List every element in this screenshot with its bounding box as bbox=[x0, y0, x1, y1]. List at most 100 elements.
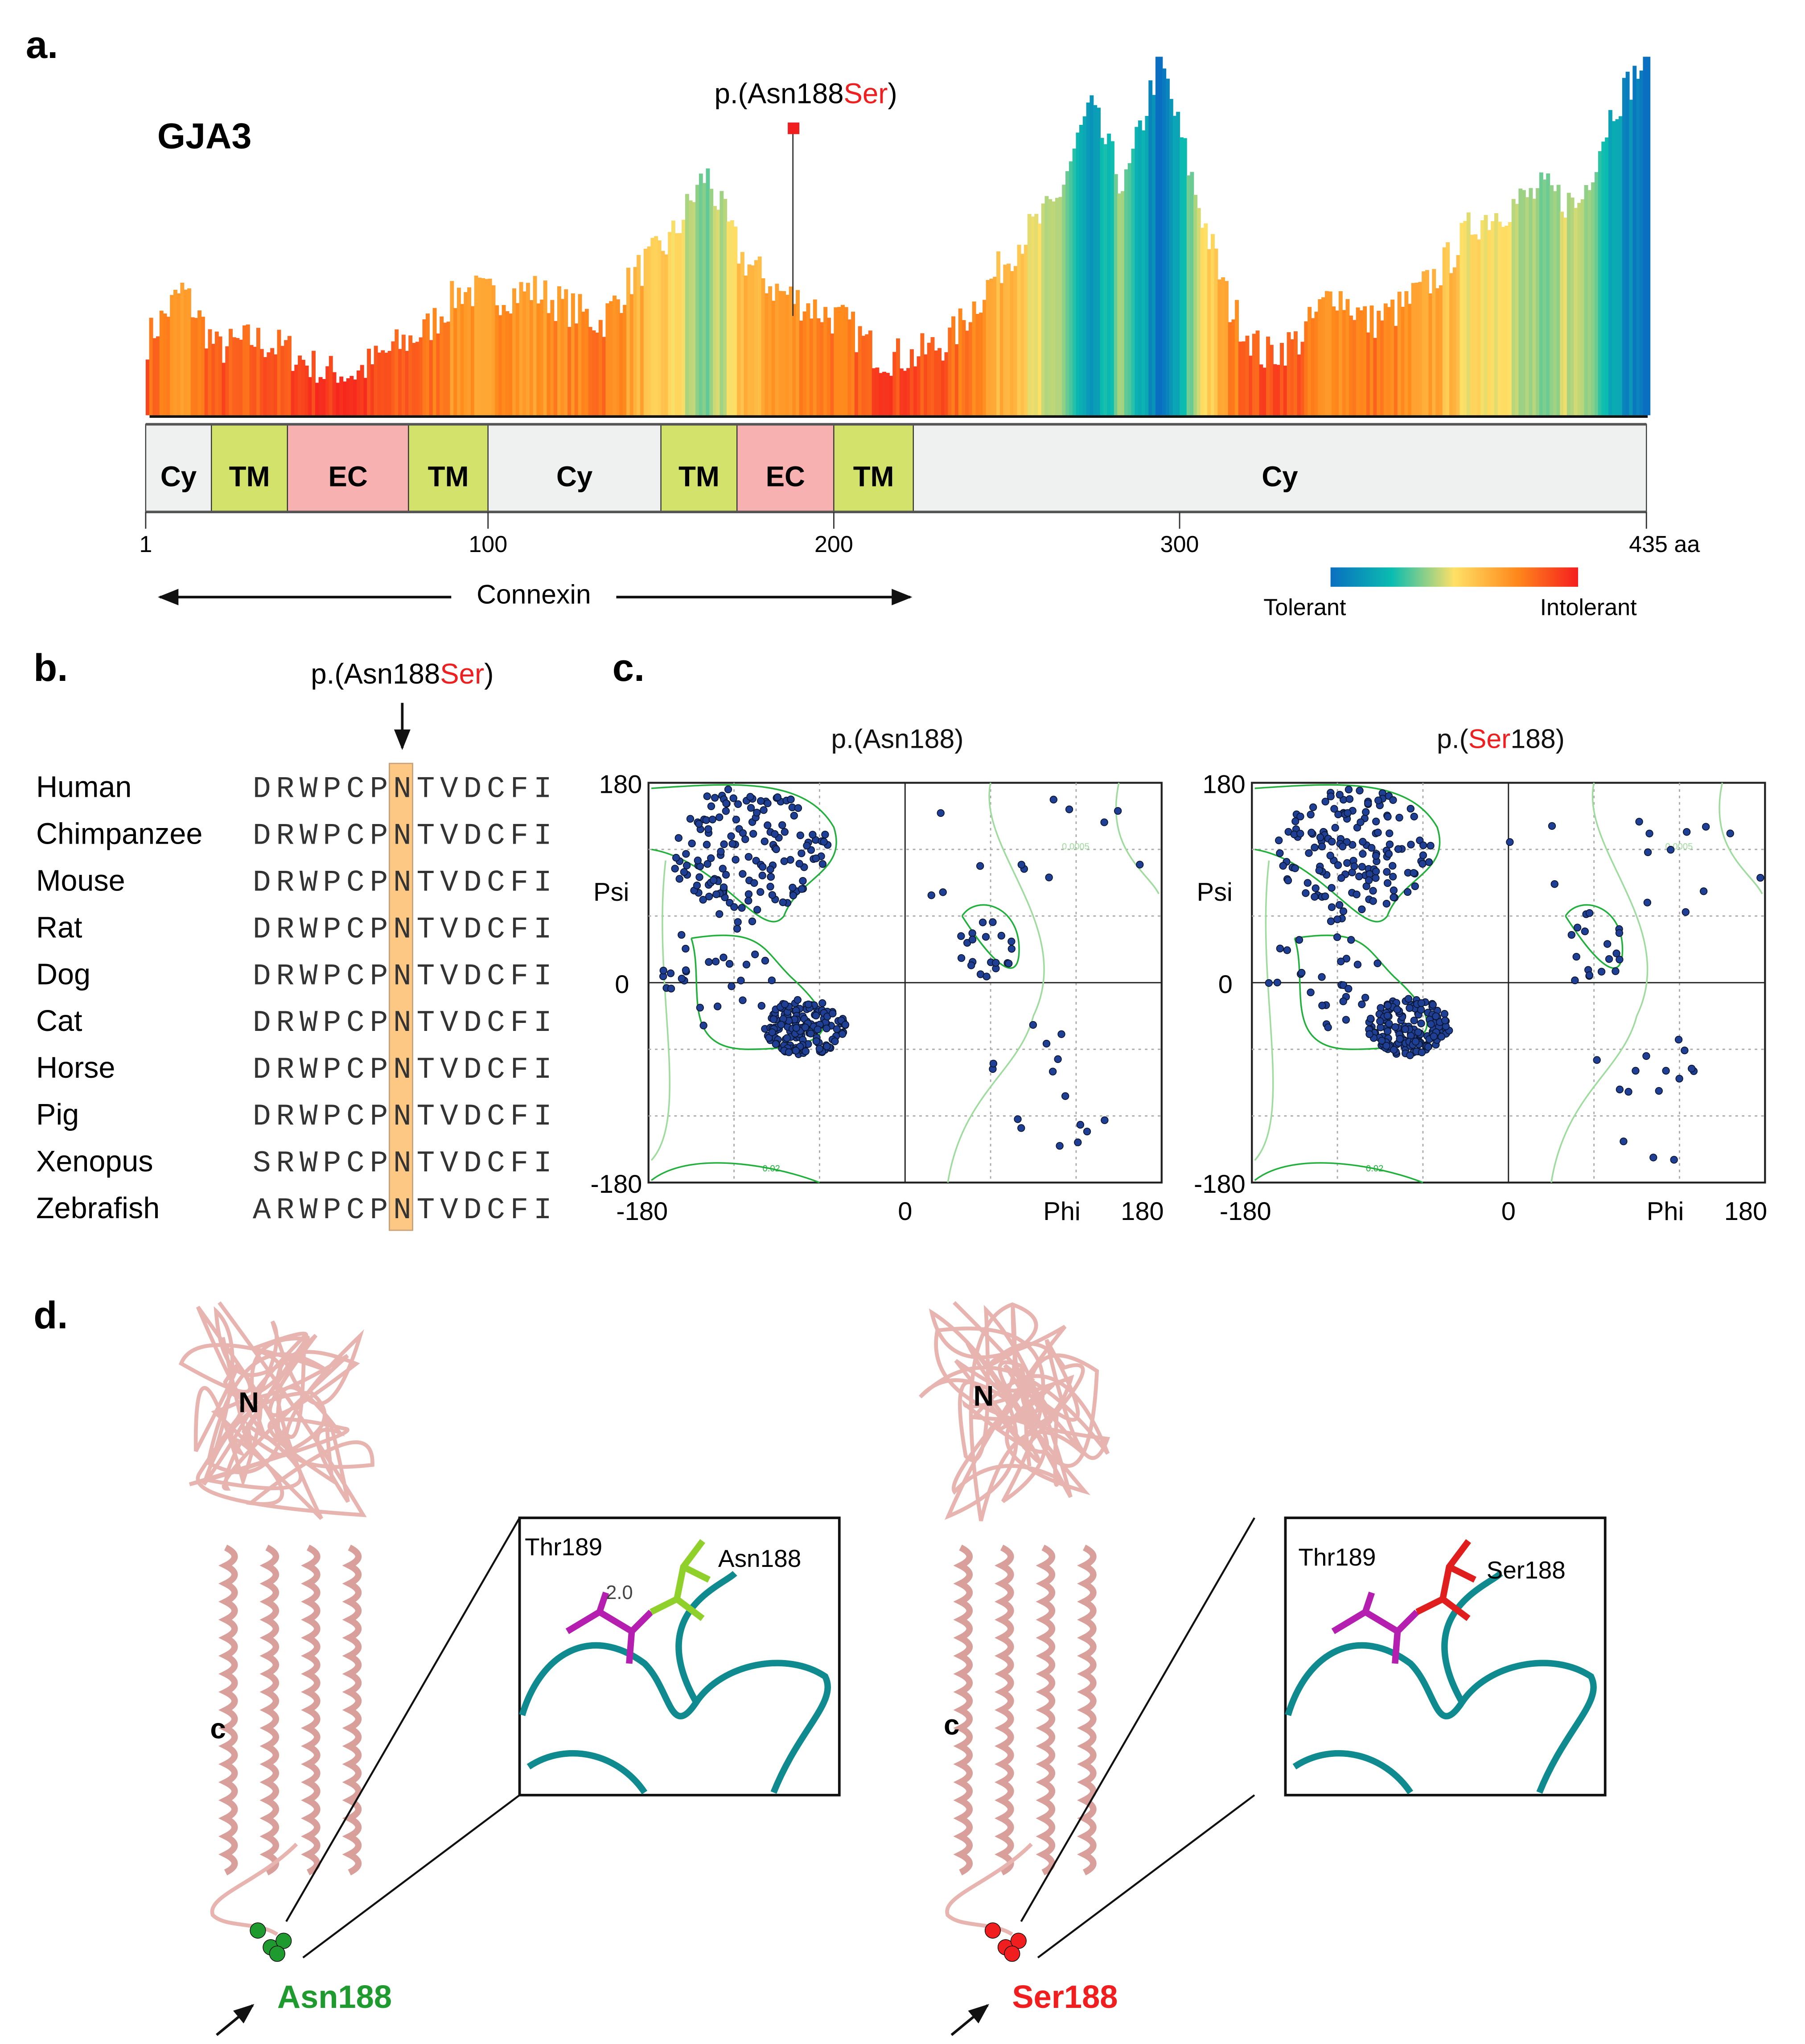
data-point bbox=[1581, 927, 1589, 935]
data-point bbox=[1337, 957, 1345, 965]
data-point bbox=[1305, 849, 1313, 857]
data-point bbox=[1616, 1085, 1624, 1094]
tolerance-bar bbox=[315, 383, 319, 416]
data-point bbox=[1054, 1055, 1062, 1063]
data-point bbox=[1296, 812, 1304, 820]
tolerance-bar bbox=[820, 322, 824, 416]
tolerance-bar bbox=[1345, 299, 1350, 416]
data-point bbox=[967, 961, 975, 969]
tolerance-bar bbox=[166, 317, 171, 416]
domain-label: TM bbox=[678, 461, 720, 492]
data-point bbox=[1418, 1048, 1426, 1056]
tolerance-bar bbox=[1615, 119, 1620, 416]
tolerance-bar bbox=[529, 300, 534, 416]
data-point bbox=[1061, 1092, 1069, 1100]
data-point bbox=[1083, 1127, 1091, 1136]
data-point bbox=[979, 918, 987, 927]
tolerance-bar bbox=[225, 346, 230, 416]
data-point bbox=[957, 932, 965, 940]
tolerance-bar bbox=[1563, 217, 1567, 416]
data-point bbox=[1276, 849, 1284, 857]
xtick-label: -180 bbox=[1220, 1197, 1271, 1226]
tolerance-bar bbox=[1632, 66, 1637, 416]
c-terminal-loop bbox=[945, 1842, 1033, 1936]
data-point bbox=[831, 1037, 839, 1046]
data-point bbox=[1571, 976, 1579, 985]
tolerance-bar bbox=[1145, 116, 1149, 416]
tolerance-bar bbox=[657, 240, 662, 416]
legend-tolerant: Tolerant bbox=[1263, 595, 1346, 621]
tolerance-bar bbox=[678, 233, 683, 416]
data-point bbox=[1427, 841, 1435, 850]
domain-ec bbox=[287, 424, 409, 513]
tolerance-bar bbox=[588, 327, 592, 416]
ytick-label: 180 bbox=[1202, 771, 1245, 799]
data-point bbox=[678, 974, 686, 983]
ser188-sticks bbox=[1415, 1539, 1476, 1621]
tolerance-bar bbox=[415, 342, 419, 416]
tolerance-bar bbox=[1266, 336, 1270, 416]
contour-line bbox=[947, 783, 1045, 1183]
data-point bbox=[741, 835, 749, 843]
domain-tm bbox=[660, 424, 738, 513]
contour-line bbox=[1550, 783, 1649, 1183]
tolerance-bar bbox=[941, 360, 945, 416]
data-point bbox=[798, 849, 806, 857]
data-point bbox=[1572, 952, 1580, 961]
data-point bbox=[1417, 1019, 1425, 1027]
data-point bbox=[1385, 1020, 1393, 1028]
data-point bbox=[711, 957, 720, 966]
tolerance-bar bbox=[920, 333, 925, 416]
tolerance-bar bbox=[650, 238, 655, 416]
data-point bbox=[789, 891, 798, 899]
data-point bbox=[839, 1030, 847, 1038]
tolerance-bar bbox=[519, 282, 523, 416]
tolerance-bar bbox=[339, 376, 344, 416]
data-point bbox=[748, 917, 757, 926]
tolerance-bar bbox=[906, 368, 911, 416]
tolerance-bar bbox=[557, 286, 561, 416]
species-name: Dog bbox=[36, 958, 90, 991]
data-point bbox=[1612, 949, 1620, 957]
tolerance-bar bbox=[1093, 105, 1098, 416]
data-point bbox=[768, 891, 776, 899]
tolerance-bar bbox=[470, 306, 475, 416]
title-part: 188) bbox=[909, 723, 964, 754]
data-point bbox=[1385, 850, 1393, 858]
data-point bbox=[1396, 1035, 1404, 1043]
data-point bbox=[737, 977, 745, 985]
tolerance-bar bbox=[1228, 322, 1232, 416]
data-point bbox=[829, 1010, 837, 1018]
tolerance-bar bbox=[1636, 78, 1641, 416]
data-point bbox=[798, 885, 806, 893]
data-point bbox=[1390, 1046, 1398, 1054]
data-point bbox=[674, 834, 683, 842]
data-point bbox=[1005, 960, 1013, 968]
data-point bbox=[722, 807, 730, 815]
tolerance-bar bbox=[1100, 138, 1104, 416]
data-point bbox=[992, 959, 1000, 967]
tolerance-bar bbox=[1508, 222, 1512, 416]
tolerance-bar bbox=[243, 325, 247, 416]
data-point bbox=[1029, 1021, 1037, 1029]
tolerance-bar bbox=[536, 303, 541, 416]
data-point bbox=[683, 861, 691, 870]
data-point bbox=[1384, 1001, 1392, 1010]
tolerance-bar bbox=[1152, 95, 1156, 416]
data-point bbox=[790, 812, 798, 820]
data-point bbox=[757, 797, 765, 805]
ytick-label: 0 bbox=[1218, 970, 1233, 999]
data-point bbox=[1342, 1016, 1350, 1024]
c-terminus-label: c bbox=[210, 1713, 226, 1745]
tolerance-bar bbox=[387, 350, 392, 416]
data-point bbox=[804, 1000, 813, 1009]
tolerance-bar bbox=[823, 307, 828, 416]
tolerance-bar bbox=[574, 323, 579, 416]
data-point bbox=[1395, 814, 1403, 822]
tolerance-bar bbox=[598, 320, 603, 416]
asn188-inset-label: Asn188 bbox=[718, 1545, 801, 1572]
mutant-residue-sphere bbox=[275, 1933, 292, 1949]
data-point bbox=[1344, 786, 1353, 794]
tolerance-bar bbox=[1466, 212, 1471, 416]
